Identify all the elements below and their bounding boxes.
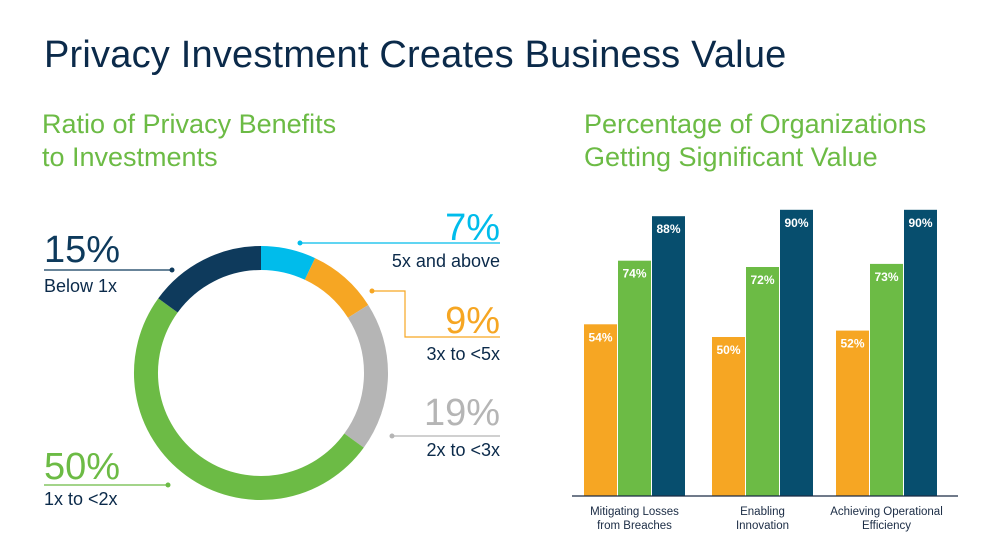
bar-value-label-g1-s2: 90% xyxy=(784,216,808,230)
bar-value-label-g0-s0: 54% xyxy=(588,330,612,344)
bar-g2-s2 xyxy=(904,209,937,497)
donut-leader-line-1 xyxy=(372,290,500,338)
donut-subtitle-line-2: to Investments xyxy=(42,142,218,172)
bar-value-label-g2-s0: 52% xyxy=(840,337,864,351)
bar-g1-s2 xyxy=(780,209,813,497)
donut-category-label-3: 1x to <2x xyxy=(44,489,118,509)
donut-percent-label-4: 15% xyxy=(44,229,120,271)
bar-subtitle: Percentage of Organizations Getting Sign… xyxy=(584,108,926,174)
donut-slice-2 xyxy=(344,304,388,448)
bar-g2-s1 xyxy=(870,263,903,496)
donut-category-label-1: 3x to <5x xyxy=(426,344,500,364)
donut-category-label-2: 2x to <3x xyxy=(426,440,500,460)
bar-value-label-g2-s1: 73% xyxy=(874,270,898,284)
bar-value-label-g2-s2: 90% xyxy=(908,216,932,230)
donut-percent-label-2: 19% xyxy=(424,392,500,434)
bar-g1-s1 xyxy=(746,267,779,496)
x-tick-label-g2-l0: Achieving Operational xyxy=(830,506,943,518)
donut-percent-label-0: 7% xyxy=(445,207,500,249)
bar-g2-s0 xyxy=(836,330,869,496)
bar-g0-s2 xyxy=(652,216,685,496)
bar-g0-s0 xyxy=(584,324,617,496)
donut-slice-0 xyxy=(260,246,316,280)
bar-g0-s1 xyxy=(618,260,651,496)
x-tick-label-g0-l1: from Breaches xyxy=(597,520,672,532)
bar-subtitle-line-1: Percentage of Organizations xyxy=(584,109,927,139)
bar-value-label-g1-s0: 50% xyxy=(716,343,740,357)
x-tick-label-g1-l1: Innovation xyxy=(736,520,789,532)
donut-leader-dot-1 xyxy=(369,288,375,294)
donut-subtitle-line-1: Ratio of Privacy Benefits xyxy=(42,109,337,139)
bar-value-label-g0-s1: 74% xyxy=(622,267,646,281)
donut-subtitle: Ratio of Privacy Benefits to Investments xyxy=(42,108,336,174)
donut-percent-label-1: 9% xyxy=(445,300,500,342)
bar-value-label-g0-s2: 88% xyxy=(656,222,680,236)
page-title: Privacy Investment Creates Business Valu… xyxy=(44,34,787,76)
donut-leader-dot-0 xyxy=(297,240,303,246)
donut-leader-dot-4 xyxy=(169,267,175,273)
x-tick-label-g1-l0: Enabling xyxy=(740,506,785,518)
donut-percent-label-3: 50% xyxy=(44,446,120,488)
bar-subtitle-line-2: Getting Significant Value xyxy=(584,142,878,172)
donut-category-label-4: Below 1x xyxy=(44,276,117,296)
donut-leader-dot-2 xyxy=(389,433,395,439)
bar-value-label-g1-s1: 72% xyxy=(750,273,774,287)
donut-category-label-0: 5x and above xyxy=(392,251,500,271)
donut-slice-1 xyxy=(304,258,369,319)
donut-slice-3 xyxy=(134,298,364,500)
x-tick-label-g2-l1: Efficiency xyxy=(862,520,911,532)
x-tick-label-g0-l0: Mitigating Losses xyxy=(590,506,679,518)
donut-leader-dot-3 xyxy=(165,482,171,488)
bar-g1-s0 xyxy=(712,337,745,496)
donut-slice-4 xyxy=(158,246,262,313)
